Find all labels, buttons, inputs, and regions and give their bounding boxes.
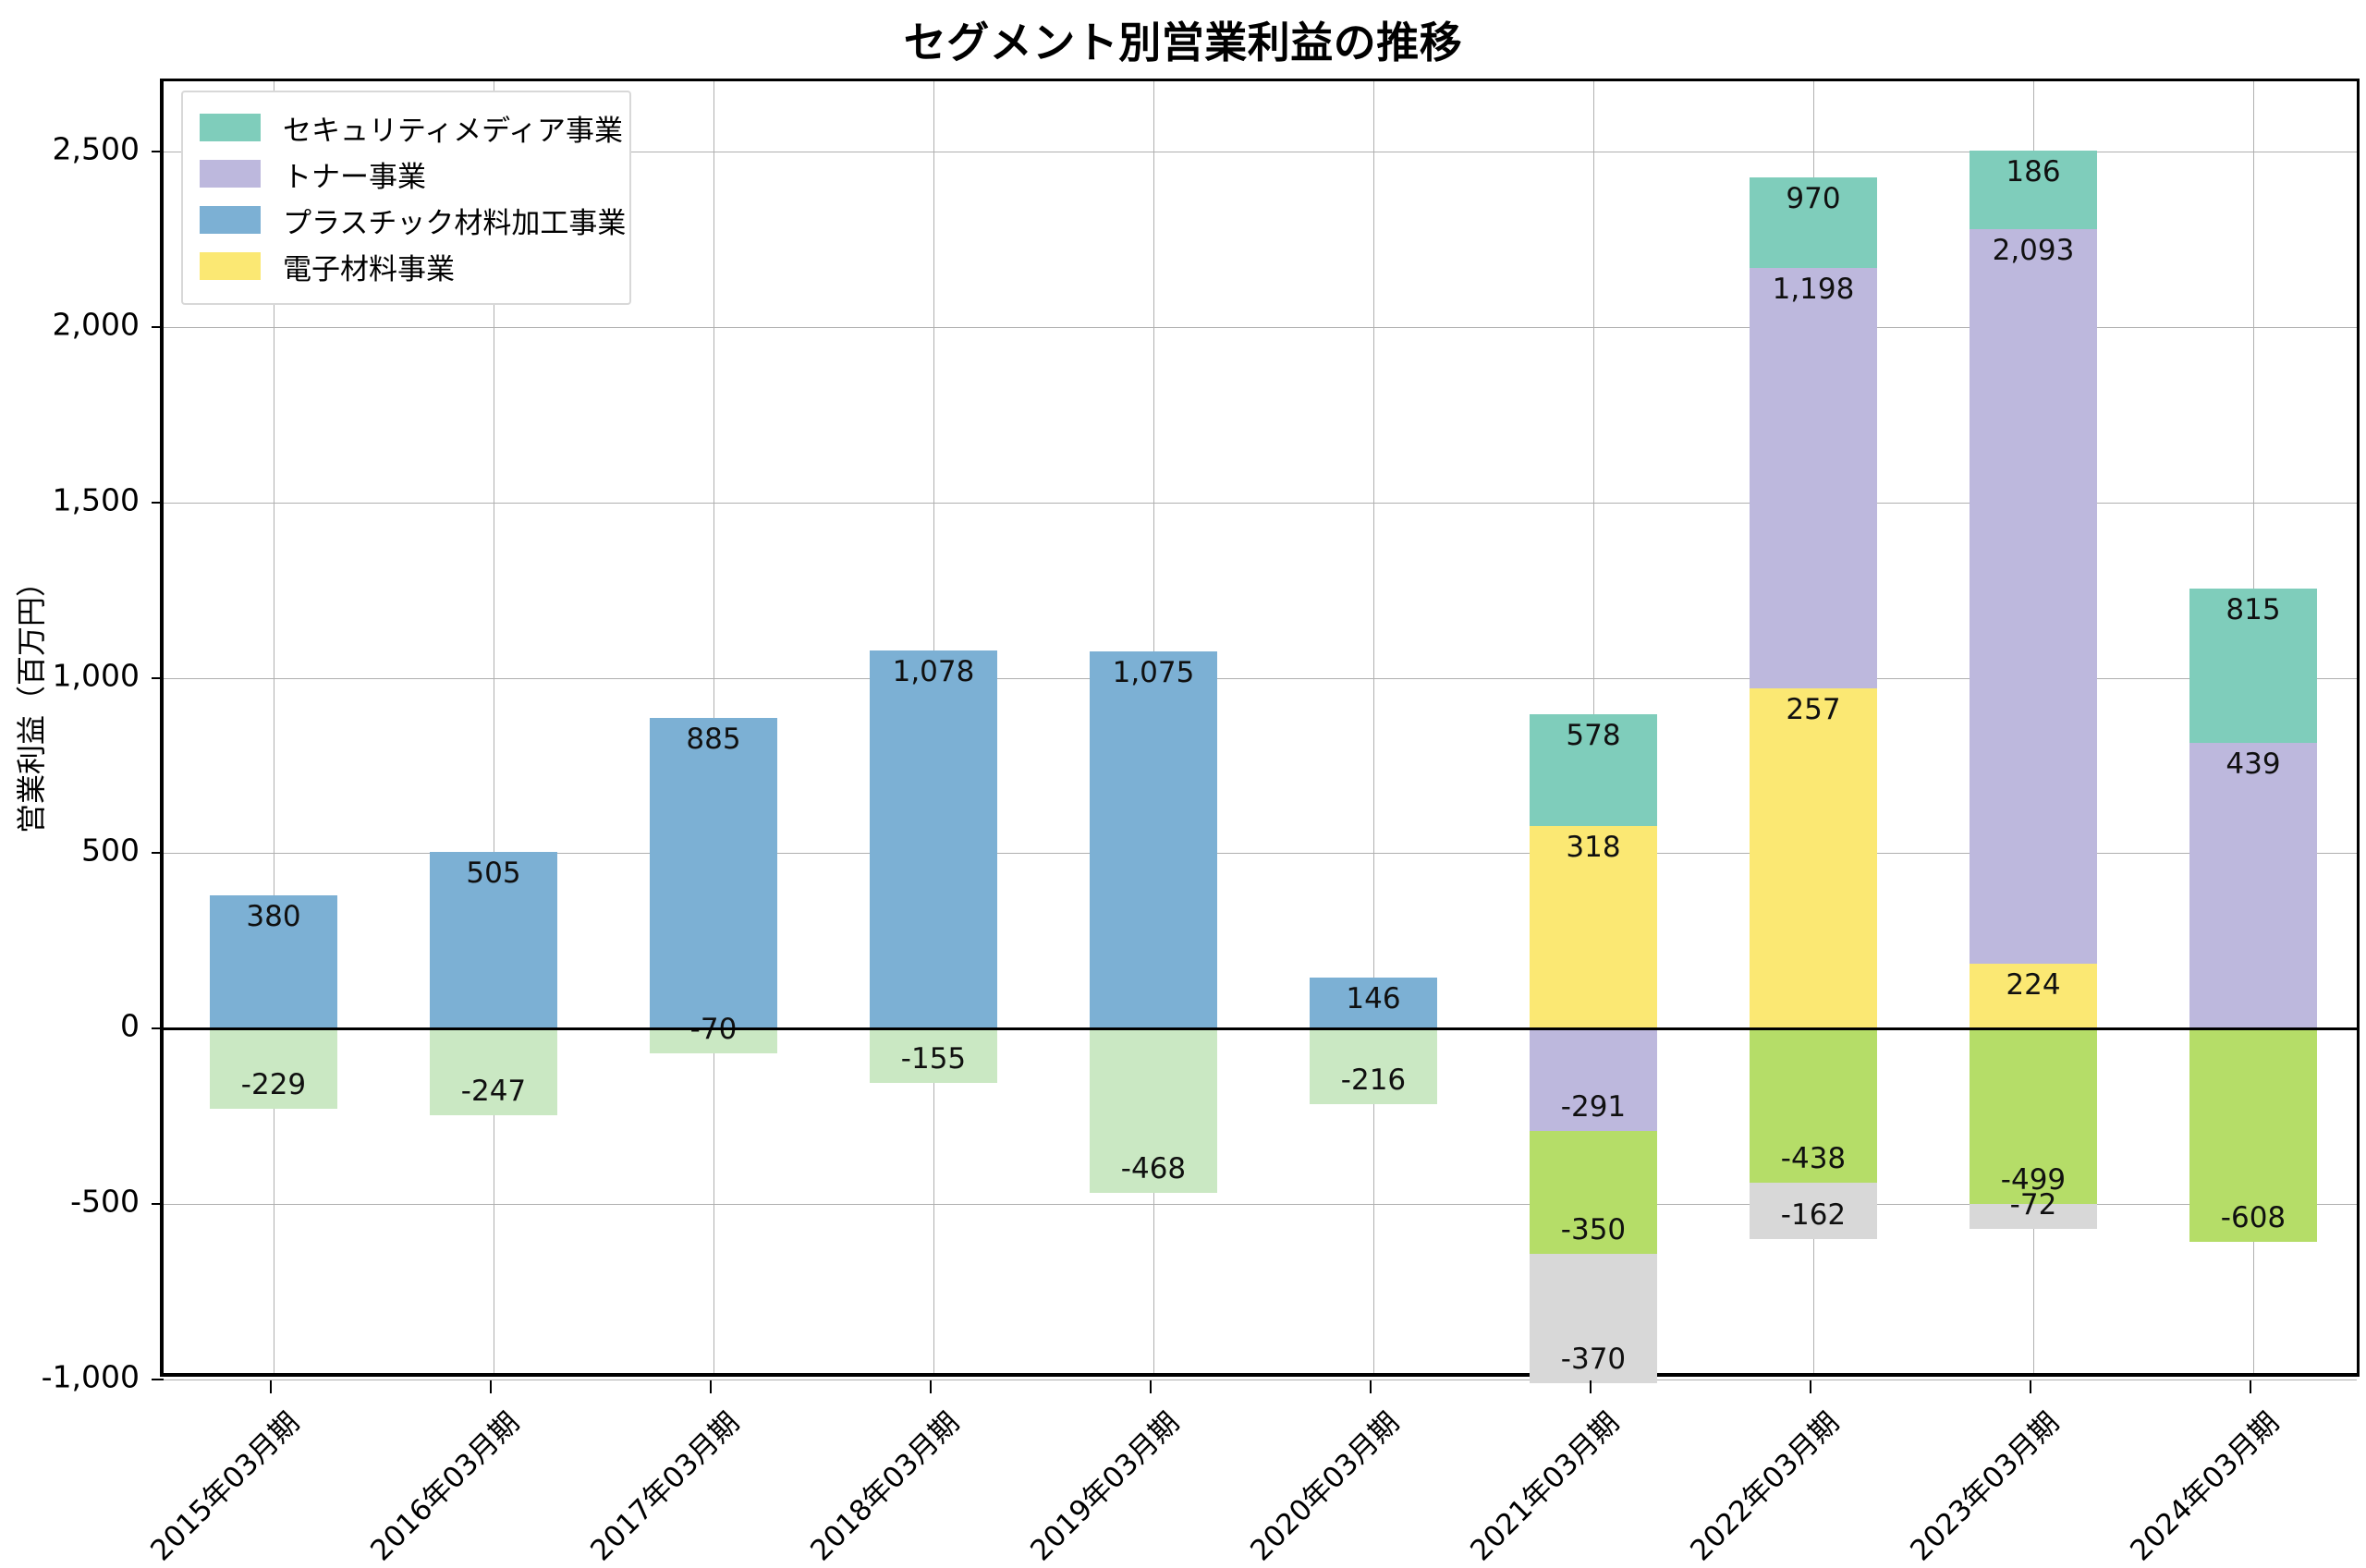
legend-item[interactable]: トナー事業 xyxy=(200,151,613,197)
bar-segment[interactable] xyxy=(1309,977,1437,1029)
bar-segment[interactable] xyxy=(1089,1028,1217,1193)
legend-swatch-icon xyxy=(200,206,261,234)
x-tick-mark xyxy=(2250,1380,2251,1393)
y-tick-label: 2,500 xyxy=(52,130,140,167)
y-tick-label: -500 xyxy=(70,1183,140,1220)
bar-segment[interactable] xyxy=(209,894,337,1029)
x-tick-label: 2019年03月期 xyxy=(1024,1405,1187,1568)
bar-segment[interactable] xyxy=(1969,228,2097,964)
y-tick-label: 1,500 xyxy=(52,481,140,518)
bar-segment[interactable] xyxy=(1749,1028,1877,1183)
legend-swatch-icon xyxy=(200,114,261,141)
x-tick-label: 2024年03月期 xyxy=(2124,1405,2287,1568)
legend-item[interactable]: プラスチック材料加工事業 xyxy=(200,197,626,243)
chart-legend: セキュリティメディア事業 トナー事業プラスチック材料加工事業 電子材料事業 xyxy=(181,91,631,305)
legend-item[interactable]: 電子材料事業 xyxy=(200,243,613,289)
bar-segment[interactable] xyxy=(1529,714,1657,826)
y-tick-label: 500 xyxy=(81,832,140,869)
bar-column[interactable]: 578 318 -291 -350 -370 xyxy=(1529,81,1657,1384)
x-tick-label: 2018年03月期 xyxy=(804,1405,967,1568)
bar-segment[interactable] xyxy=(1749,687,1877,1029)
x-tick-mark xyxy=(490,1380,492,1393)
x-tick-mark xyxy=(710,1380,712,1393)
bar-segment[interactable] xyxy=(2189,1028,2317,1243)
x-tick-label: 2017年03月期 xyxy=(584,1405,747,1568)
bar-column[interactable]: 1,075 -468 xyxy=(1089,81,1217,1373)
bar-segment[interactable] xyxy=(1749,177,1877,268)
x-tick-label: 2023年03月期 xyxy=(1904,1405,2067,1568)
x-tick-mark xyxy=(1810,1380,1811,1393)
y-tick-mark xyxy=(152,852,164,855)
x-tick-mark xyxy=(1370,1380,1372,1393)
bar-segment[interactable] xyxy=(1089,651,1217,1029)
bar-column[interactable]: 505 -247 xyxy=(429,81,557,1373)
legend-swatch-icon xyxy=(200,252,261,280)
bar-segment[interactable] xyxy=(1749,268,1877,688)
bar-segment[interactable] xyxy=(429,851,557,1029)
bar-segment[interactable] xyxy=(649,718,777,1029)
y-tick-mark xyxy=(152,501,164,504)
x-tick-mark xyxy=(930,1380,932,1393)
y-gridline xyxy=(164,326,2357,328)
legend-item-label: トナー事業 xyxy=(283,160,426,194)
bar-segment[interactable] xyxy=(209,1028,337,1110)
bar-segment[interactable] xyxy=(869,650,997,1029)
y-tick-mark xyxy=(152,676,164,679)
y-tick-mark xyxy=(152,325,164,328)
legend-item[interactable]: セキュリティメディア事業 xyxy=(200,104,623,151)
page-title: セグメント別営業利益の推移 xyxy=(903,18,1463,67)
bar-column[interactable]: 1,078 -155 xyxy=(869,81,997,1373)
bar-segment[interactable] xyxy=(1969,963,2097,1029)
y-tick-mark xyxy=(152,150,164,152)
y-gridline xyxy=(164,853,2357,855)
y-gridline xyxy=(164,502,2357,504)
bar-segment[interactable] xyxy=(1749,1182,1877,1240)
legend-swatch-icon xyxy=(200,160,261,188)
bar-segment[interactable] xyxy=(429,1028,557,1116)
bar-column[interactable]: 815 439 -608 xyxy=(2189,81,2317,1373)
x-tick-label: 2020年03月期 xyxy=(1244,1405,1407,1568)
bar-segment[interactable] xyxy=(869,1028,997,1084)
y-tick-label: 1,000 xyxy=(52,657,140,694)
bar-segment[interactable] xyxy=(1309,1028,1437,1105)
x-tick-label: 2022年03月期 xyxy=(1684,1405,1847,1568)
bar-column[interactable]: 885 -70 xyxy=(649,81,777,1373)
y-tick-mark xyxy=(152,1203,164,1206)
y-tick-mark xyxy=(152,1027,164,1030)
bar-segment[interactable] xyxy=(1529,1253,1657,1384)
bar-segment[interactable] xyxy=(1529,1130,1657,1254)
bar-column[interactable]: 146 -216 xyxy=(1309,81,1437,1373)
x-gridline xyxy=(1373,81,1374,1373)
bar-segment[interactable] xyxy=(1969,1028,2097,1204)
bar-segment[interactable] xyxy=(1529,1028,1657,1131)
bar-segment[interactable] xyxy=(1969,1203,2097,1230)
bar-segment[interactable] xyxy=(2189,589,2317,743)
x-tick-mark xyxy=(270,1380,272,1393)
bar-column[interactable]: 186 2,093 224 -499 -72 xyxy=(1969,81,2097,1373)
y-tick-label: 2,000 xyxy=(52,306,140,343)
y-tick-label: 0 xyxy=(120,1007,140,1044)
x-tick-label: 2016年03月期 xyxy=(364,1405,527,1568)
zero-axis-line xyxy=(164,1027,2357,1031)
y-gridline xyxy=(164,677,2357,679)
legend-item-label: プラスチック材料加工事業 xyxy=(283,206,627,240)
bar-segment[interactable] xyxy=(1969,150,2097,229)
x-tick-mark xyxy=(2030,1380,2031,1393)
bar-segment[interactable] xyxy=(1529,825,1657,1029)
bar-column[interactable]: 970 1,198 257 -438 -162 xyxy=(1749,81,1877,1373)
x-tick-mark xyxy=(1590,1380,1592,1393)
bar-segment[interactable] xyxy=(2189,742,2317,1029)
legend-item-label: セキュリティメディア事業 xyxy=(283,114,623,148)
x-tick-label: 2021年03月期 xyxy=(1464,1405,1627,1568)
y-tick-label: -1,000 xyxy=(41,1358,140,1395)
x-tick-label: 2015年03月期 xyxy=(144,1405,307,1568)
bar-segment[interactable] xyxy=(649,1028,777,1053)
legend-item-label: 電子材料事業 xyxy=(283,252,455,286)
x-tick-mark xyxy=(1150,1380,1152,1393)
y-tick-mark xyxy=(152,1379,164,1380)
y-gridline xyxy=(164,1204,2357,1206)
